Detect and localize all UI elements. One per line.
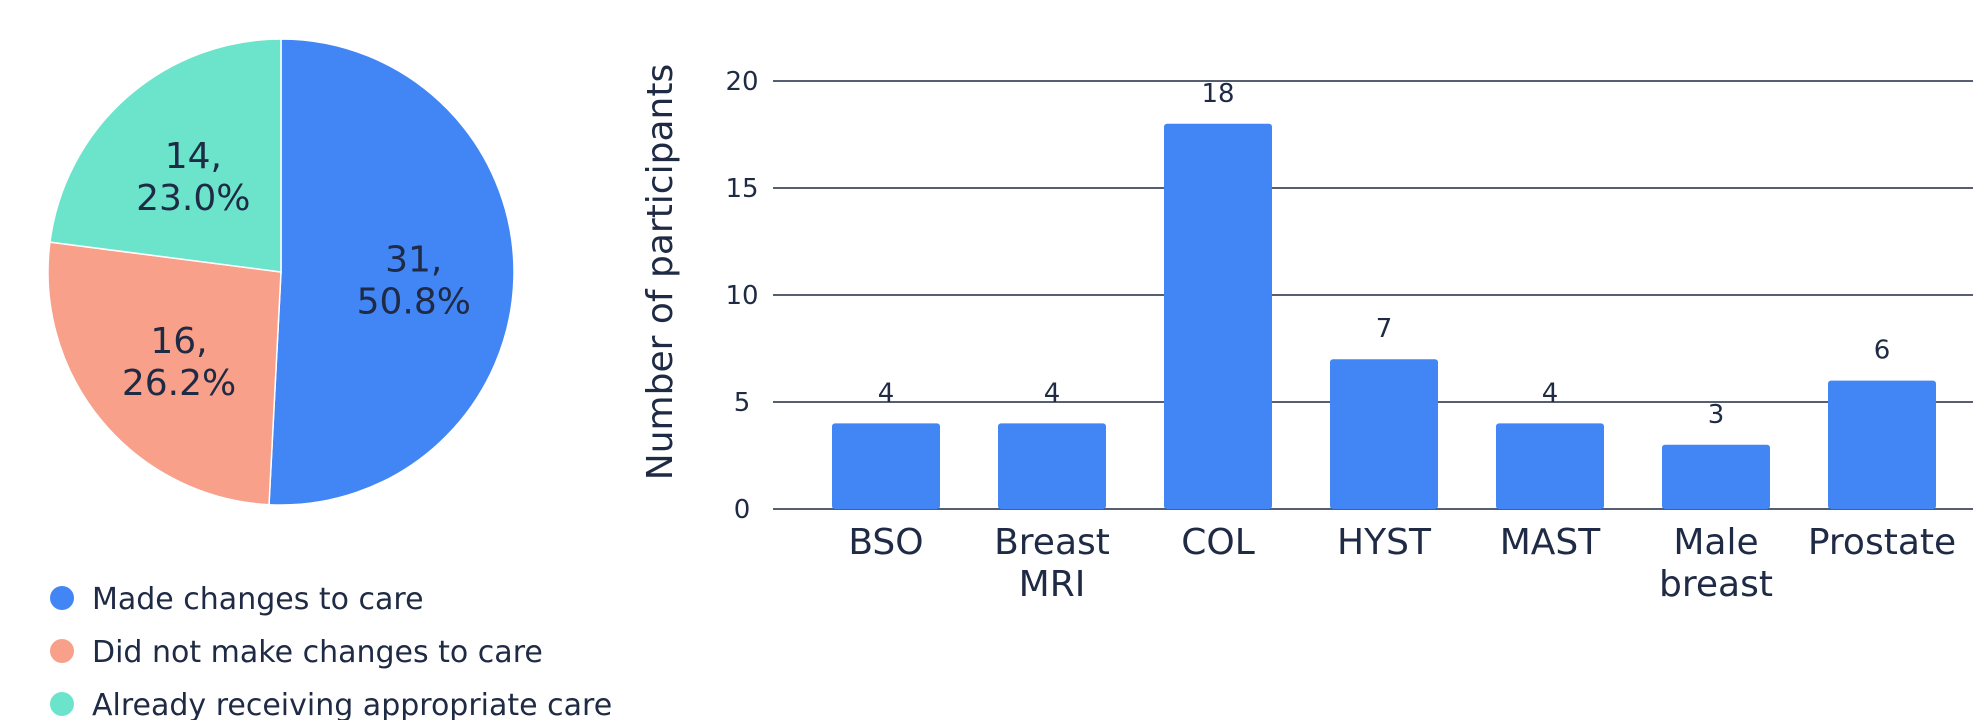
category-label: Breast MRI	[994, 522, 1110, 605]
bar	[832, 423, 940, 509]
y-tick-label: 10	[725, 281, 758, 311]
y-axis-label: Number of participants	[640, 64, 681, 480]
y-tick-label: 0	[734, 495, 751, 525]
pie-chart: 31, 50.8% 16, 26.2% 14, 23.0%	[47, 38, 515, 506]
pie-slice	[49, 38, 282, 273]
legend-entry: Made changes to care	[92, 582, 424, 617]
legend-swatch	[50, 639, 74, 663]
bar	[1164, 123, 1272, 510]
legend-entry: Did not make changes to care	[92, 635, 543, 670]
bar	[1330, 359, 1438, 509]
pie-slice-label: 14, 23.0%	[136, 136, 250, 219]
pie-labels: 31, 50.8% 16, 26.2% 14, 23.0%	[122, 136, 471, 404]
category-label: HYST	[1337, 522, 1432, 563]
category-label: COL	[1181, 522, 1255, 563]
y-tick-label: 15	[725, 174, 758, 204]
legend-swatch	[50, 586, 74, 610]
legend-entry: Already receiving appropriate care	[92, 688, 612, 720]
bar	[1828, 380, 1936, 509]
pie-slice-label: 31, 50.8%	[357, 239, 471, 322]
category-labels: BSO Breast MRI COL HYST MAST Male breast Prostat…	[848, 522, 1956, 605]
category-label: Prostate	[1808, 522, 1956, 563]
bar-value-label: 4	[878, 378, 895, 408]
category-label: Male breast	[1659, 522, 1773, 605]
bar-value-label: 7	[1376, 314, 1393, 344]
y-tick-label: 20	[725, 67, 758, 97]
bar-value-label: 18	[1201, 79, 1234, 109]
pie-slices	[47, 38, 515, 506]
pie-slice-label: 16, 26.2%	[122, 321, 236, 404]
bar-value-label: 4	[1044, 378, 1061, 408]
y-tick-label: 5	[734, 388, 751, 418]
pie-slice	[47, 241, 282, 506]
bar-value-label: 3	[1708, 400, 1725, 430]
bar-value-label: 6	[1874, 336, 1891, 366]
pie-legend: Made changes to care Did not make changes…	[50, 582, 612, 720]
bar	[1496, 423, 1604, 509]
pie-slice	[268, 38, 515, 506]
legend-swatch	[50, 692, 74, 716]
bar-value-labels: 4 4 18 7 4 3 6	[878, 79, 1891, 430]
bars	[832, 123, 1936, 510]
bar	[998, 423, 1106, 509]
bar-chart: 0 5 10 15 20 Number of participants 4 4 18 7 4 3 6…	[640, 64, 1973, 605]
y-tick-labels: 0 5 10 15 20	[725, 67, 758, 525]
bar	[1662, 444, 1770, 509]
bar-value-label: 4	[1542, 378, 1559, 408]
category-label: MAST	[1500, 522, 1602, 563]
category-label: BSO	[848, 522, 923, 563]
